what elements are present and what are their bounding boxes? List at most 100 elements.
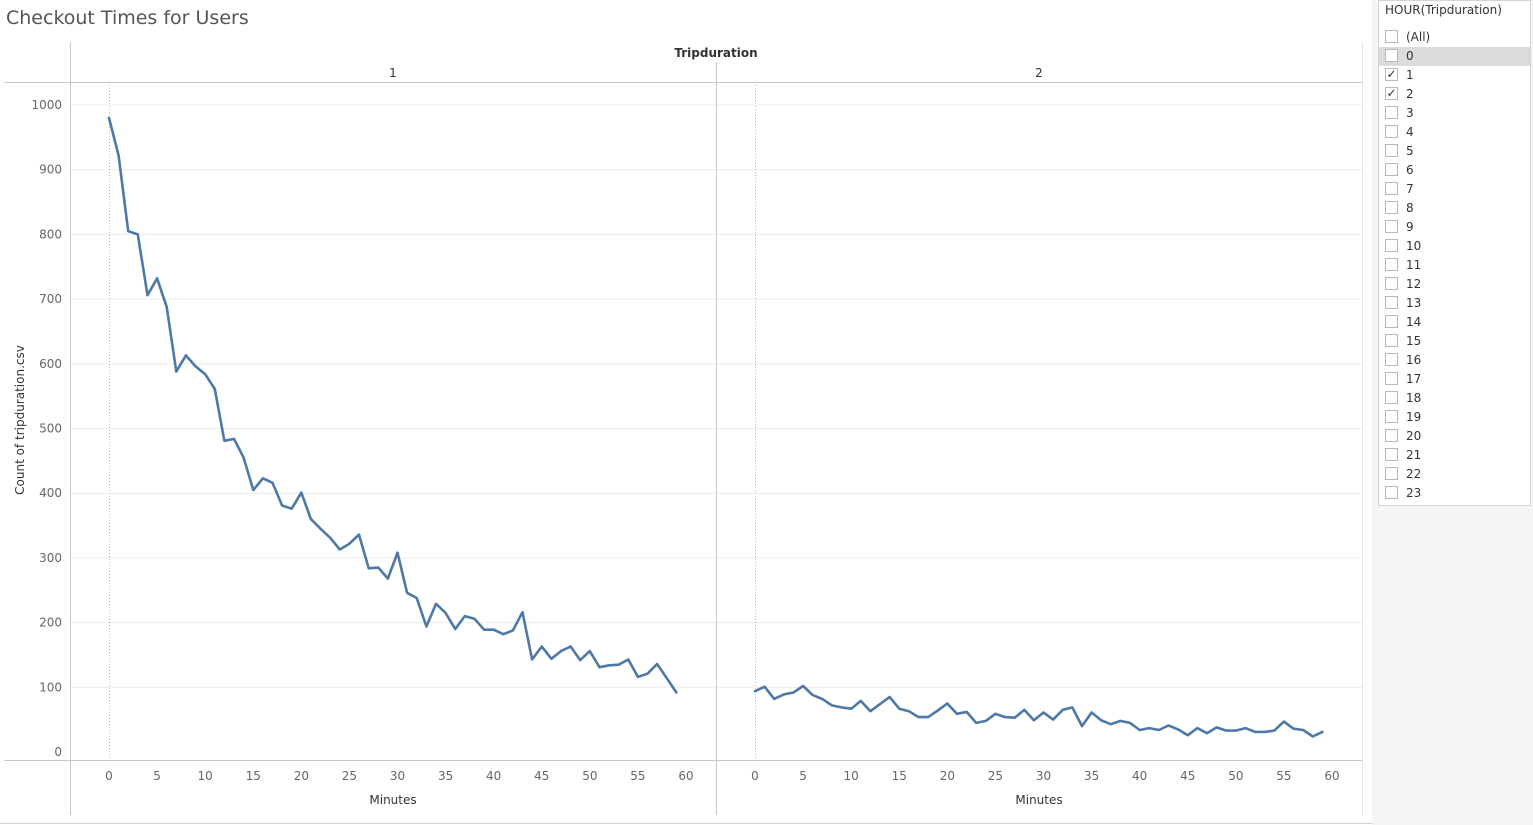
checkbox-7[interactable] xyxy=(1385,182,1398,195)
checkbox-5[interactable] xyxy=(1385,144,1398,157)
filter-item-0[interactable]: 0 xyxy=(1379,47,1530,66)
filter-item-label: 3 xyxy=(1406,106,1414,120)
x-tick-label: 55 xyxy=(1276,769,1291,783)
filter-item-2[interactable]: ✓ 2 xyxy=(1379,85,1530,104)
filter-item-label: 0 xyxy=(1406,49,1414,63)
filter-item-1[interactable]: ✓ 1 xyxy=(1379,66,1530,85)
checkbox-8[interactable] xyxy=(1385,201,1398,214)
filter-item-label: 14 xyxy=(1406,315,1422,329)
line-chart: Tripduration 1 2 Count of tripduration.csv 0… xyxy=(0,42,1372,824)
filter-item-label: 20 xyxy=(1406,429,1422,443)
y-tick-label: 100 xyxy=(39,680,62,694)
filter-item-21[interactable]: 21 xyxy=(1379,446,1530,465)
filter-item-6[interactable]: 6 xyxy=(1379,161,1530,180)
y-tick-label: 600 xyxy=(39,357,62,371)
filter-item-5[interactable]: 5 xyxy=(1379,142,1530,161)
filter-item-label: 5 xyxy=(1406,144,1414,158)
filter-item-label: (All) xyxy=(1406,30,1431,44)
filter-item-label: 22 xyxy=(1406,467,1422,481)
chart-labels: Tripduration 1 2 Count of tripduration.csv 0… xyxy=(13,46,1340,807)
x-tick-label: 45 xyxy=(534,769,549,783)
checkbox-2[interactable]: ✓ xyxy=(1385,86,1398,100)
panel-header-1: 1 xyxy=(389,66,397,80)
x-tick-label: 5 xyxy=(153,769,161,783)
x-tick-label: 60 xyxy=(1324,769,1339,783)
x-tick-label: 30 xyxy=(1036,769,1051,783)
filter-item-3[interactable]: 3 xyxy=(1379,104,1530,123)
checkbox-20[interactable] xyxy=(1385,429,1398,442)
x-tick-label: 20 xyxy=(940,769,955,783)
filter-item-label: 10 xyxy=(1406,239,1422,253)
filter-list: (All) 0 ✓ 1 ✓ 2 3 4 5 6 7 8 9 10 11 12 13 14 15 16 17 18 19 20 2… xyxy=(1379,28,1530,503)
filter-item-15[interactable]: 15 xyxy=(1379,332,1530,351)
x-tick-label: 40 xyxy=(486,769,501,783)
x-tick-label: 55 xyxy=(630,769,645,783)
checkbox-3[interactable] xyxy=(1385,106,1398,119)
filter-item-8[interactable]: 8 xyxy=(1379,199,1530,218)
x-axis-label: Minutes xyxy=(1015,793,1062,807)
x-tick-label: 5 xyxy=(799,769,807,783)
filter-item-label: 7 xyxy=(1406,182,1414,196)
checkbox-0[interactable] xyxy=(1385,49,1398,62)
filter-item-label: 19 xyxy=(1406,410,1422,424)
checkbox-22[interactable] xyxy=(1385,467,1398,480)
x-axis-label: Minutes xyxy=(369,793,416,807)
checkbox-13[interactable] xyxy=(1385,296,1398,309)
filter-item-7[interactable]: 7 xyxy=(1379,180,1530,199)
x-tick-label: 60 xyxy=(678,769,693,783)
filter-item-23[interactable]: 23 xyxy=(1379,484,1530,503)
checkbox-12[interactable] xyxy=(1385,277,1398,290)
filter-item-4[interactable]: 4 xyxy=(1379,123,1530,142)
y-tick-label: 300 xyxy=(39,551,62,565)
checkbox-all[interactable] xyxy=(1385,30,1398,43)
filter-item-label: 11 xyxy=(1406,258,1422,272)
filter-item-17[interactable]: 17 xyxy=(1379,370,1530,389)
x-tick-label: 15 xyxy=(892,769,907,783)
checkbox-18[interactable] xyxy=(1385,391,1398,404)
filter-item-19[interactable]: 19 xyxy=(1379,408,1530,427)
x-tick-label: 35 xyxy=(438,769,453,783)
x-tick-label: 25 xyxy=(988,769,1003,783)
series-lines xyxy=(107,116,1324,738)
checkbox-17[interactable] xyxy=(1385,372,1398,385)
checkbox-21[interactable] xyxy=(1385,448,1398,461)
y-tick-label: 800 xyxy=(39,227,62,241)
filter-item-label: 8 xyxy=(1406,201,1414,215)
checkbox-6[interactable] xyxy=(1385,163,1398,176)
checkbox-19[interactable] xyxy=(1385,410,1398,423)
x-tick-label: 20 xyxy=(294,769,309,783)
checkbox-16[interactable] xyxy=(1385,353,1398,366)
filter-item-label: 21 xyxy=(1406,448,1422,462)
filter-item-11[interactable]: 11 xyxy=(1379,256,1530,275)
column-header: Tripduration xyxy=(674,46,757,60)
checkbox-10[interactable] xyxy=(1385,239,1398,252)
x-tick-label: 50 xyxy=(1228,769,1243,783)
filter-item-9[interactable]: 9 xyxy=(1379,218,1530,237)
filter-item-label: 17 xyxy=(1406,372,1422,386)
filter-item-18[interactable]: 18 xyxy=(1379,389,1530,408)
filter-item-14[interactable]: 14 xyxy=(1379,313,1530,332)
checkbox-15[interactable] xyxy=(1385,334,1398,347)
dashboard-title: Checkout Times for Users xyxy=(6,7,249,29)
filter-item-all[interactable]: (All) xyxy=(1379,28,1530,47)
y-tick-label: 0 xyxy=(54,745,62,759)
x-tick-label: 30 xyxy=(390,769,405,783)
filter-item-20[interactable]: 20 xyxy=(1379,427,1530,446)
chart-frame xyxy=(0,42,1372,824)
filter-item-12[interactable]: 12 xyxy=(1379,275,1530,294)
filter-title: HOUR(Tripduration) xyxy=(1385,3,1502,17)
filter-item-22[interactable]: 22 xyxy=(1379,465,1530,484)
checkbox-4[interactable] xyxy=(1385,125,1398,138)
checkbox-1[interactable]: ✓ xyxy=(1385,67,1398,81)
series-line-panel-1 xyxy=(107,116,678,694)
checkbox-9[interactable] xyxy=(1385,220,1398,233)
filter-item-label: 15 xyxy=(1406,334,1422,348)
checkbox-14[interactable] xyxy=(1385,315,1398,328)
filter-item-13[interactable]: 13 xyxy=(1379,294,1530,313)
filter-item-16[interactable]: 16 xyxy=(1379,351,1530,370)
checkbox-23[interactable] xyxy=(1385,486,1398,499)
x-tick-label: 50 xyxy=(582,769,597,783)
checkbox-11[interactable] xyxy=(1385,258,1398,271)
x-tick-label: 25 xyxy=(342,769,357,783)
filter-item-10[interactable]: 10 xyxy=(1379,237,1530,256)
